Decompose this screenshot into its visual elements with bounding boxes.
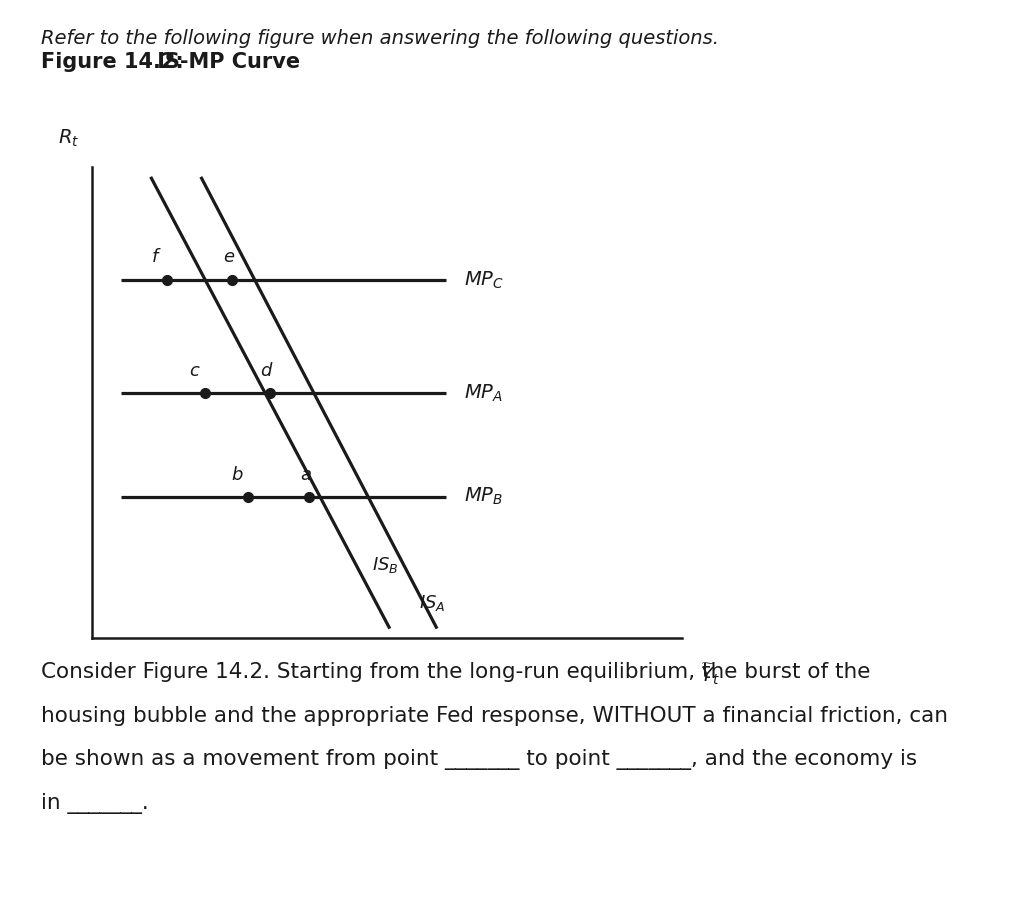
Text: $\mathit{MP}_{A}$: $\mathit{MP}_{A}$ bbox=[463, 383, 503, 404]
Text: $\mathit{IS}_{B}$: $\mathit{IS}_{B}$ bbox=[372, 555, 399, 575]
Text: $\mathit{b}$: $\mathit{b}$ bbox=[231, 466, 243, 483]
Text: $\mathit{IS}_{A}$: $\mathit{IS}_{A}$ bbox=[419, 593, 446, 613]
Text: $R_t$: $R_t$ bbox=[58, 128, 79, 148]
Text: $\mathit{e}$: $\mathit{e}$ bbox=[223, 248, 235, 266]
Text: Refer to the following figure when answering the following questions.: Refer to the following figure when answe… bbox=[41, 29, 719, 48]
Text: Figure 14.2:: Figure 14.2: bbox=[41, 52, 183, 72]
Text: IS-MP Curve: IS-MP Curve bbox=[150, 52, 299, 72]
Text: $\mathit{MP}_{C}$: $\mathit{MP}_{C}$ bbox=[463, 270, 504, 291]
Text: be shown as a movement from point _______ to point _______, and the economy is: be shown as a movement from point ______… bbox=[41, 749, 917, 770]
Text: $\mathit{a}$: $\mathit{a}$ bbox=[300, 466, 312, 483]
Text: housing bubble and the appropriate Fed response, WITHOUT a financial friction, c: housing bubble and the appropriate Fed r… bbox=[41, 706, 948, 726]
Text: Consider Figure 14.2. Starting from the long-run equilibrium, the burst of the: Consider Figure 14.2. Starting from the … bbox=[41, 662, 870, 682]
Text: $\mathit{MP}_{B}$: $\mathit{MP}_{B}$ bbox=[463, 486, 503, 508]
Text: $\mathit{c}$: $\mathit{c}$ bbox=[188, 362, 201, 380]
Text: $\widetilde{Y}_t$: $\widetilde{Y}_t$ bbox=[699, 662, 720, 687]
Text: $\mathit{f}$: $\mathit{f}$ bbox=[152, 248, 162, 266]
Text: in _______.: in _______. bbox=[41, 793, 149, 814]
Text: $\mathit{d}$: $\mathit{d}$ bbox=[261, 362, 274, 380]
